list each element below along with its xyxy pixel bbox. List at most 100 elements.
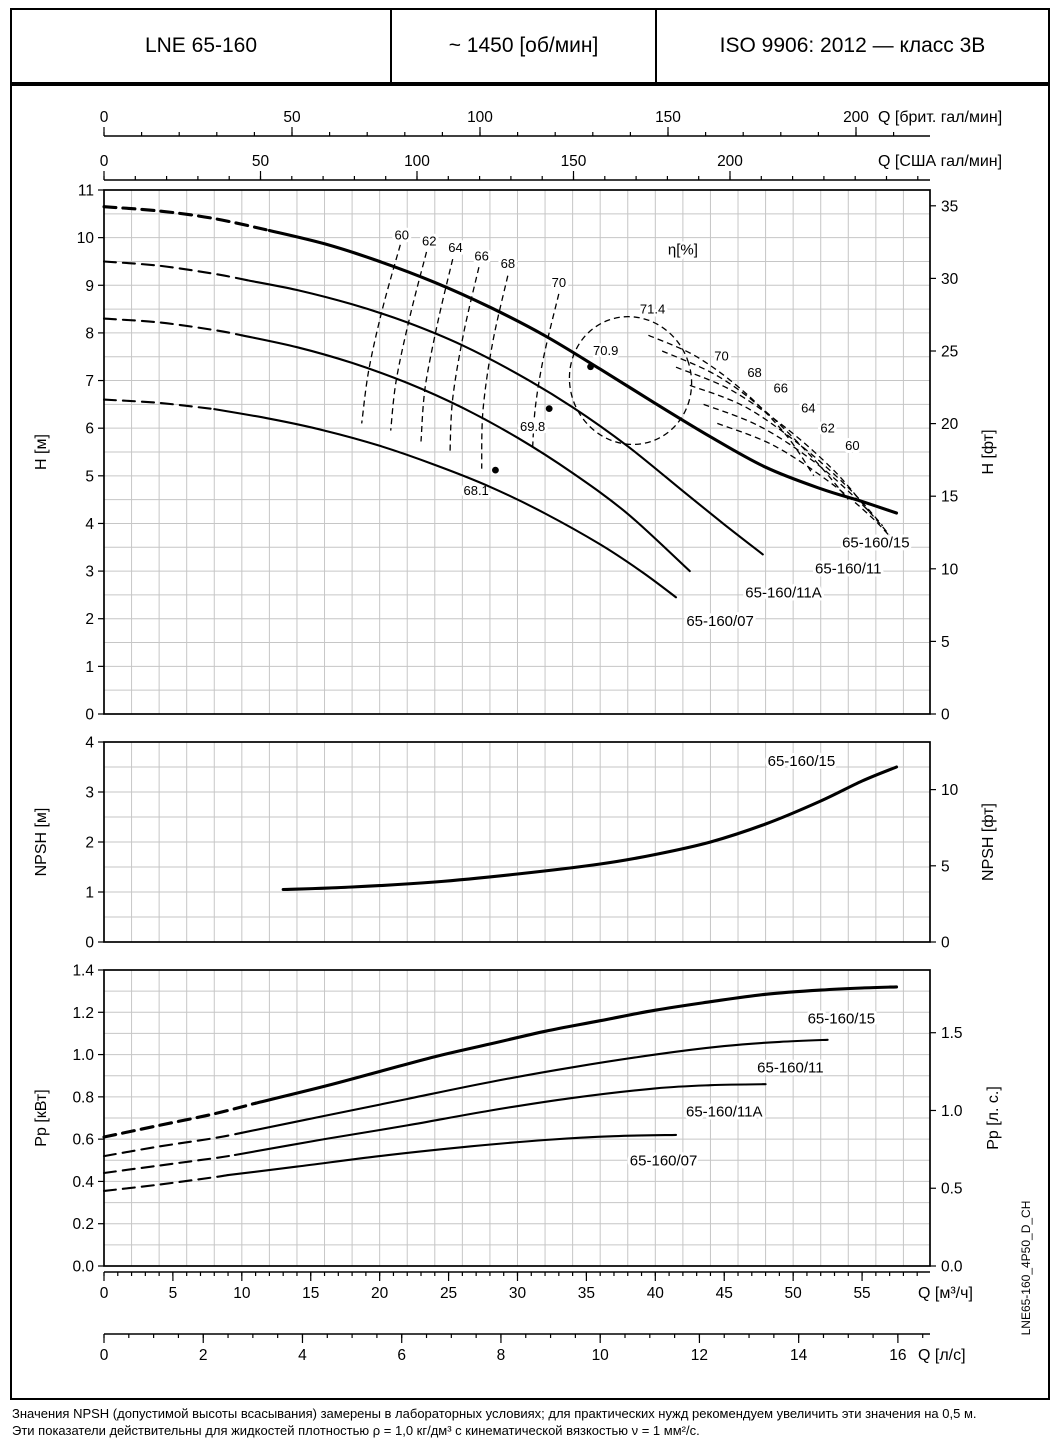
axis-imp-gpm-tick-label: 0 <box>100 109 109 126</box>
power-curve-dashed-65-160/15 <box>102 1101 258 1139</box>
bep-dot-69.8 <box>545 405 553 413</box>
axis-ls-unit-label: Q [л/с] <box>918 1347 966 1364</box>
npsh-grid <box>104 742 930 942</box>
axis-us-gpm-tick-label: 50 <box>252 153 270 170</box>
power-y-left-tick-label: 0.0 <box>72 1259 94 1276</box>
iso-standard-title: ISO 9906: 2012 — класс 3В <box>719 34 986 57</box>
axis-us-gpm-tick-label: 200 <box>717 153 743 170</box>
pump-speed-title: ~ 1450 [об/мин] <box>392 10 657 82</box>
title-block: LNE 65-160 ~ 1450 [об/мин] ISO 9906: 201… <box>10 8 1050 84</box>
head-y-left-tick-label: 3 <box>85 564 94 581</box>
eta-contour-label-5-70: 70 <box>552 275 566 290</box>
axis-ls-tick-label: 6 <box>397 1347 406 1364</box>
npsh-plot: 0 1 2 3 4 0 5 10 <box>85 735 958 952</box>
eta-contour-right-70 <box>648 334 815 477</box>
power-curve-dashed-65-160/07 <box>102 1174 230 1192</box>
y-axis-title-power-right: Pp [л. с.] <box>985 1086 1002 1150</box>
head-curve-dashed-65-160/11A <box>102 317 243 337</box>
axis-imp-gpm-tick-label: 200 <box>843 109 869 126</box>
axis-ls-tick-label: 16 <box>889 1347 906 1364</box>
eta-contour-label-0-60: 60 <box>394 227 408 242</box>
head-y-left-tick-label: 2 <box>85 611 94 628</box>
head-y-left-tick-label: 7 <box>85 373 94 390</box>
head-y-right-tick-label: 25 <box>941 344 958 361</box>
head-y-right-tick-label: 35 <box>941 198 958 215</box>
efficiency-contours: 60 62 64 66 68 70 70 68 66 64 62 60 η[%] 71.4 70.9 69.8… <box>361 224 904 553</box>
power-y-right-tick-label: 0.5 <box>941 1181 963 1198</box>
head-curve-dashed-65-160/11 <box>102 260 250 282</box>
axis-m3h-tick-label: 15 <box>302 1285 319 1302</box>
head-y-right-tick-label: 15 <box>941 489 958 506</box>
head-y-right-tick-label: 5 <box>941 634 950 651</box>
eta-contour-right-68 <box>661 350 849 501</box>
axis-ls-tick-label: 2 <box>199 1347 208 1364</box>
npsh-y-left-tick-label: 2 <box>85 835 94 852</box>
head-y-right-tick-label: 10 <box>941 561 959 578</box>
eta-contour-label-10-62: 62 <box>820 421 834 436</box>
axis-ls-tick-label: 10 <box>592 1347 610 1364</box>
power-curve-label-65-160/11: 65-160/11 <box>757 1059 823 1076</box>
axis-imp-gpm: 0 50 100 150 200 Q [брит. гал/мин] <box>100 109 1002 137</box>
head-curve-label-65-160/07: 65-160/07 <box>686 613 754 630</box>
head-y-left-tick-label: 4 <box>85 516 94 533</box>
power-curve-65-160/15 <box>254 985 899 1105</box>
head-y-left-tick-label: 8 <box>85 325 94 342</box>
y-axis-title-head-right: H [фт] <box>980 429 997 474</box>
eta-unit-label: η[%] <box>668 242 698 259</box>
npsh-y-right-tick-label: 0 <box>941 935 950 952</box>
head-curve-label-65-160/11: 65-160/11 <box>815 561 881 578</box>
head-y-right-tick-label: 30 <box>941 271 959 288</box>
head-curves: 65-160/15 65-160/11 65-160/11A 65-160/07 <box>102 205 913 633</box>
power-y-right-tick-label: 1.0 <box>941 1103 963 1120</box>
head-y-left-tick-label: 10 <box>77 230 95 247</box>
axis-m3h-tick-label: 45 <box>716 1285 733 1302</box>
eta-contour-label-11-60: 60 <box>845 438 859 453</box>
axis-m3h-tick-label: 25 <box>440 1285 457 1302</box>
axis-us-gpm-tick-label: 150 <box>561 153 587 170</box>
npsh-y-left-tick-label: 3 <box>85 785 94 802</box>
head-y-right-tick-label: 20 <box>941 416 959 433</box>
axis-m3h-tick-label: 35 <box>578 1285 595 1302</box>
eta-contour-left-64 <box>420 258 454 442</box>
eta-contour-label-6-70: 70 <box>714 349 728 364</box>
y-axis-title-npsh-left: NPSH [м] <box>33 808 50 877</box>
axis-m3h-tick-label: 10 <box>233 1285 251 1302</box>
y-axis-title-power-left: Pp [кВт] <box>33 1089 50 1146</box>
footnotes: Значения NPSH (допустимой высоты всасыва… <box>12 1405 1052 1439</box>
axis-us-gpm-unit-label: Q [США гал/мин] <box>878 153 1002 170</box>
power-curve-label-65-160/11A: 65-160/11A <box>686 1104 762 1121</box>
head-plot: 0 1 2 3 4 5 6 7 8 9 10 11 0 5 10 15 20 25 30 35 <box>77 183 959 724</box>
power-plot: 0.0 0.2 0.4 0.6 0.8 1.0 1.2 1.4 0.0 0.5 1.0 1.5 <box>72 962 962 1275</box>
head-y-right-tick-label: 0 <box>941 707 950 724</box>
head-curve-label-65-160/15: 65-160/15 <box>842 535 910 552</box>
power-y-left-tick-label: 1.2 <box>72 1005 94 1022</box>
power-curve-label-65-160/15: 65-160/15 <box>808 1011 876 1028</box>
head-y-left-tick-label: 6 <box>85 421 94 438</box>
power-y-left-tick-label: 0.8 <box>72 1089 94 1106</box>
axis-ls: 0 2 4 6 8 10 12 14 16 Q [л/с] <box>100 1333 966 1364</box>
y-axis-title-head-left: H [м] <box>33 434 50 470</box>
axis-ls-tick-label: 14 <box>790 1347 808 1364</box>
y-axis-title-npsh-right: NPSH [фт] <box>980 803 997 881</box>
power-curve-65-160/11A <box>233 1083 767 1157</box>
power-y-left-tick-label: 0.4 <box>72 1174 94 1191</box>
power-y-right-tick-label: 1.5 <box>941 1025 963 1042</box>
power-curve-label-65-160/07: 65-160/07 <box>630 1152 698 1169</box>
eta-contour-inner-71.4 <box>568 316 693 446</box>
head-curve-65-160/07 <box>213 408 678 599</box>
eta-contour-label-8-66: 66 <box>774 381 788 396</box>
axis-imp-gpm-tick-label: 150 <box>655 109 681 126</box>
npsh-y-left-tick-label: 1 <box>85 885 94 902</box>
npsh-y-right-tick-label: 10 <box>941 782 959 799</box>
npsh-curve-label-65-160/15: 65-160/15 <box>768 753 836 770</box>
head-y-left-tick-label: 0 <box>85 707 94 724</box>
head-curve-65-160/15 <box>267 228 899 515</box>
footnote-npsh: Значения NPSH (допустимой высоты всасыва… <box>12 1406 977 1421</box>
axis-ls-tick-label: 4 <box>298 1347 307 1364</box>
bep-label-71.4: 71.4 <box>640 302 665 317</box>
axis-us-gpm: 0 50 100 150 200 Q [США гал/мин] <box>100 153 1002 181</box>
power-frame <box>103 969 931 1267</box>
head-y-left-tick-label: 9 <box>85 278 94 295</box>
bep-label-69.8: 69.8 <box>520 419 545 434</box>
